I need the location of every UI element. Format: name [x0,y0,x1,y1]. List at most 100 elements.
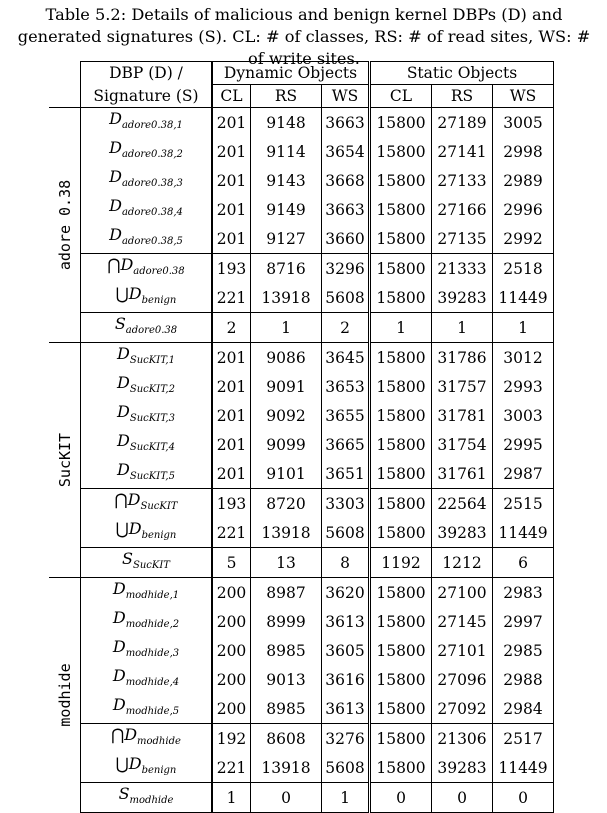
dbp-subscript: adore0.38,1 [121,120,183,131]
cell-dyn-cl: 201 [211,224,251,254]
cell-dyn-cl: 201 [211,459,251,489]
cell-stat-ws: 3003 [492,401,554,430]
cell-stat-rs: 27189 [431,107,493,137]
cell-stat-cl: 15800 [368,694,432,724]
header-dbp-line1: DBP (D) / [80,61,213,85]
table-row: Dmodhide,3 200 8985 3605 15800 27101 2985 [49,636,554,665]
dbp-label: DSucKIT,1 [80,342,213,372]
dbp-subscript: adore0.38,4 [121,207,183,218]
cell-dyn-cl: 201 [211,342,251,372]
dbp-label: Dmodhide,1 [80,577,213,607]
dbp-label: Dadore0.38,5 [80,224,213,254]
cell-dyn-rs: 8608 [250,723,322,753]
table-row: ⋂DSucKIT 193 8720 3303 15800 22564 2515 [49,488,554,518]
cell-stat-ws: 2518 [492,253,554,283]
cell-dyn-cl: 200 [211,636,251,665]
table-row: Dadore0.38,5 201 9127 3660 15800 27135 2992 [49,224,554,254]
dbp-subscript: SucKIT,5 [129,471,175,482]
dbp-symbol: S [122,549,133,568]
cell-dyn-cl: 200 [211,665,251,694]
table-row: Dmodhide,2 200 8999 3613 15800 27145 2997 [49,607,554,636]
cell-dyn-cl: 5 [211,547,251,578]
cell-stat-ws: 0 [492,782,554,813]
cell-stat-ws: 2992 [492,224,554,254]
dbp-subscript: modhide [129,795,174,806]
cell-dyn-ws: 5608 [321,283,370,313]
cell-dyn-rs: 9148 [250,107,322,137]
dbp-label: Dadore0.38,3 [80,166,213,195]
cell-dyn-rs: 9092 [250,401,322,430]
cell-dyn-rs: 9149 [250,195,322,224]
cell-stat-rs: 31781 [431,401,493,430]
dbp-symbol: D [112,579,126,598]
cell-stat-cl: 15800 [368,636,432,665]
dbp-label: DSucKIT,5 [80,459,213,489]
cell-stat-cl: 15800 [368,518,432,548]
cell-stat-rs: 39283 [431,518,493,548]
cell-stat-rs: 31757 [431,372,493,401]
cell-stat-rs: 27100 [431,577,493,607]
cell-dyn-cl: 201 [211,107,251,137]
cell-stat-rs: 27135 [431,224,493,254]
cell-stat-cl: 0 [368,782,432,813]
dbp-symbol: D [112,666,126,685]
table-row: Dmodhide,4 200 9013 3616 15800 27096 2988 [49,665,554,694]
cell-dyn-rs: 9127 [250,224,322,254]
intersection-symbol: ⋂ [114,490,128,509]
union-symbol: ⋃ [115,284,129,303]
cell-dyn-rs: 8720 [250,488,322,518]
dbp-label: Dmodhide,2 [80,607,213,636]
dbp-subscript: adore0.38 [125,325,178,336]
cell-dyn-rs: 13 [250,547,322,578]
cell-dyn-rs: 9101 [250,459,322,489]
cell-stat-rs: 0 [431,782,493,813]
cell-dyn-rs: 0 [250,782,322,813]
dbp-symbol: D [117,373,130,392]
cell-stat-rs: 27096 [431,665,493,694]
cell-dyn-cl: 201 [211,430,251,459]
dbp-label: SSucKIT [80,547,213,578]
cell-stat-cl: 15800 [368,607,432,636]
dbp-symbol: D [127,490,141,509]
dbp-symbol: D [128,519,142,538]
dbp-label: Dmodhide,4 [80,665,213,694]
cell-dyn-rs: 9013 [250,665,322,694]
table-row: SucKIT DSucKIT,1 201 9086 3645 15800 31786 3012 [49,342,554,578]
dbp-symbol: D [117,402,130,421]
table-row: ⋃Dbenign 221 13918 5608 15800 39283 11449 [49,283,554,313]
cell-stat-rs: 27166 [431,195,493,224]
cell-stat-rs: 27092 [431,694,493,724]
cell-dyn-rs: 13918 [250,283,322,313]
cell-dyn-ws: 3613 [321,607,370,636]
section-label-cell: SucKIT [49,342,81,578]
dbp-label: Dadore0.38,1 [80,107,213,137]
dbp-label: Dmodhide,5 [80,694,213,724]
cell-stat-rs: 31761 [431,459,493,489]
cell-stat-cl: 15800 [368,430,432,459]
table-row: DSucKIT,3 201 9092 3655 15800 31781 3003 [49,401,554,430]
table-row: DSucKIT,2 201 9091 3653 15800 31757 2993 [49,372,554,401]
cell-stat-rs: 31786 [431,342,493,372]
cell-dyn-ws: 3620 [321,577,370,607]
header-dyn-cl: CL [211,84,251,108]
cell-stat-ws: 2987 [492,459,554,489]
cell-stat-rs: 39283 [431,753,493,783]
dbp-label: Smodhide [80,782,213,813]
cell-stat-cl: 15800 [368,224,432,254]
cell-stat-cl: 15800 [368,137,432,166]
cell-stat-rs: 27141 [431,137,493,166]
dbp-symbol: D [109,138,122,157]
cell-dyn-ws: 3276 [321,723,370,753]
table-row: DSucKIT,5 201 9101 3651 15800 31761 2987 [49,459,554,489]
dbp-subscript: modhide [137,736,181,747]
cell-dyn-ws: 3303 [321,488,370,518]
dbp-symbol: D [112,637,126,656]
cell-dyn-cl: 201 [211,166,251,195]
dbp-subscript: modhide,3 [125,648,180,659]
dbp-label: ⋃Dbenign [80,283,213,313]
dbp-label: DSucKIT,4 [80,430,213,459]
table-row: adore 0.38 Dadore0.38,1 201 9148 3663 15800 27… [49,107,554,343]
dbp-symbol: D [109,109,122,128]
dbp-symbol: S [118,784,130,803]
table-row: DSucKIT,4 201 9099 3665 15800 31754 2995 [49,430,554,459]
